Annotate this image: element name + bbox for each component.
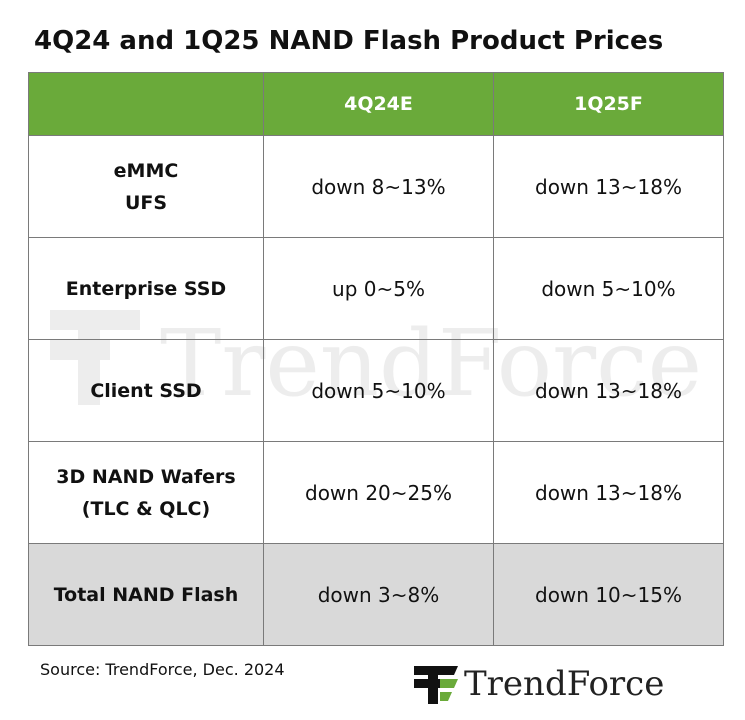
row-label: Enterprise SSD (28, 237, 264, 340)
cell-1q25f: down 13~18% (493, 339, 724, 442)
cell-1q25f: down 13~18% (493, 441, 724, 544)
cell-4q24e: down 8~13% (263, 135, 494, 238)
page-title: 4Q24 and 1Q25 NAND Flash Product Prices (34, 26, 664, 56)
cell-1q25f: down 5~10% (493, 237, 724, 340)
row-label: 3D NAND Wafers (TLC & QLC) (28, 441, 264, 544)
source-note: Source: TrendForce, Dec. 2024 (40, 660, 285, 679)
trendforce-logo: TrendForce (414, 662, 664, 706)
header-4q24e: 4Q24E (263, 72, 494, 136)
cell-4q24e: up 0~5% (263, 237, 494, 340)
row-label-line: UFS (124, 191, 168, 214)
logo-text: TrendForce (464, 664, 665, 704)
table-row: Total NAND Flash down 3~8% down 10~15% (28, 543, 724, 646)
cell-4q24e: down 3~8% (263, 543, 494, 646)
header-1q25f: 1Q25F (493, 72, 724, 136)
row-label-line: 3D NAND Wafers (56, 465, 236, 488)
cell-4q24e: down 5~10% (263, 339, 494, 442)
table-header-row: 4Q24E 1Q25F (28, 72, 724, 136)
price-table: 4Q24E 1Q25F eMMC UFS down 8~13% down 13~18%… (28, 72, 724, 646)
table-row: Client SSD down 5~10% down 13~18% (28, 339, 724, 442)
row-label: Total NAND Flash (28, 543, 264, 646)
header-product (28, 72, 264, 136)
table-row: 3D NAND Wafers (TLC & QLC) down 20~25% down… (28, 441, 724, 544)
row-label-line: (TLC & QLC) (81, 497, 211, 520)
cell-4q24e: down 20~25% (263, 441, 494, 544)
cell-1q25f: down 13~18% (493, 135, 724, 238)
table-row: eMMC UFS down 8~13% down 13~18% (28, 135, 724, 238)
row-label-line: Enterprise SSD (65, 277, 227, 300)
cell-1q25f: down 10~15% (493, 543, 724, 646)
row-label: Client SSD (28, 339, 264, 442)
row-label: eMMC UFS (28, 135, 264, 238)
trendforce-logo-icon (414, 666, 458, 704)
row-label-line: Total NAND Flash (53, 583, 239, 606)
table-body: eMMC UFS down 8~13% down 13~18% Enterprise S… (28, 135, 724, 646)
row-label-line: eMMC (113, 159, 179, 182)
table-row: Enterprise SSD up 0~5% down 5~10% (28, 237, 724, 340)
row-label-line: Client SSD (90, 379, 202, 402)
